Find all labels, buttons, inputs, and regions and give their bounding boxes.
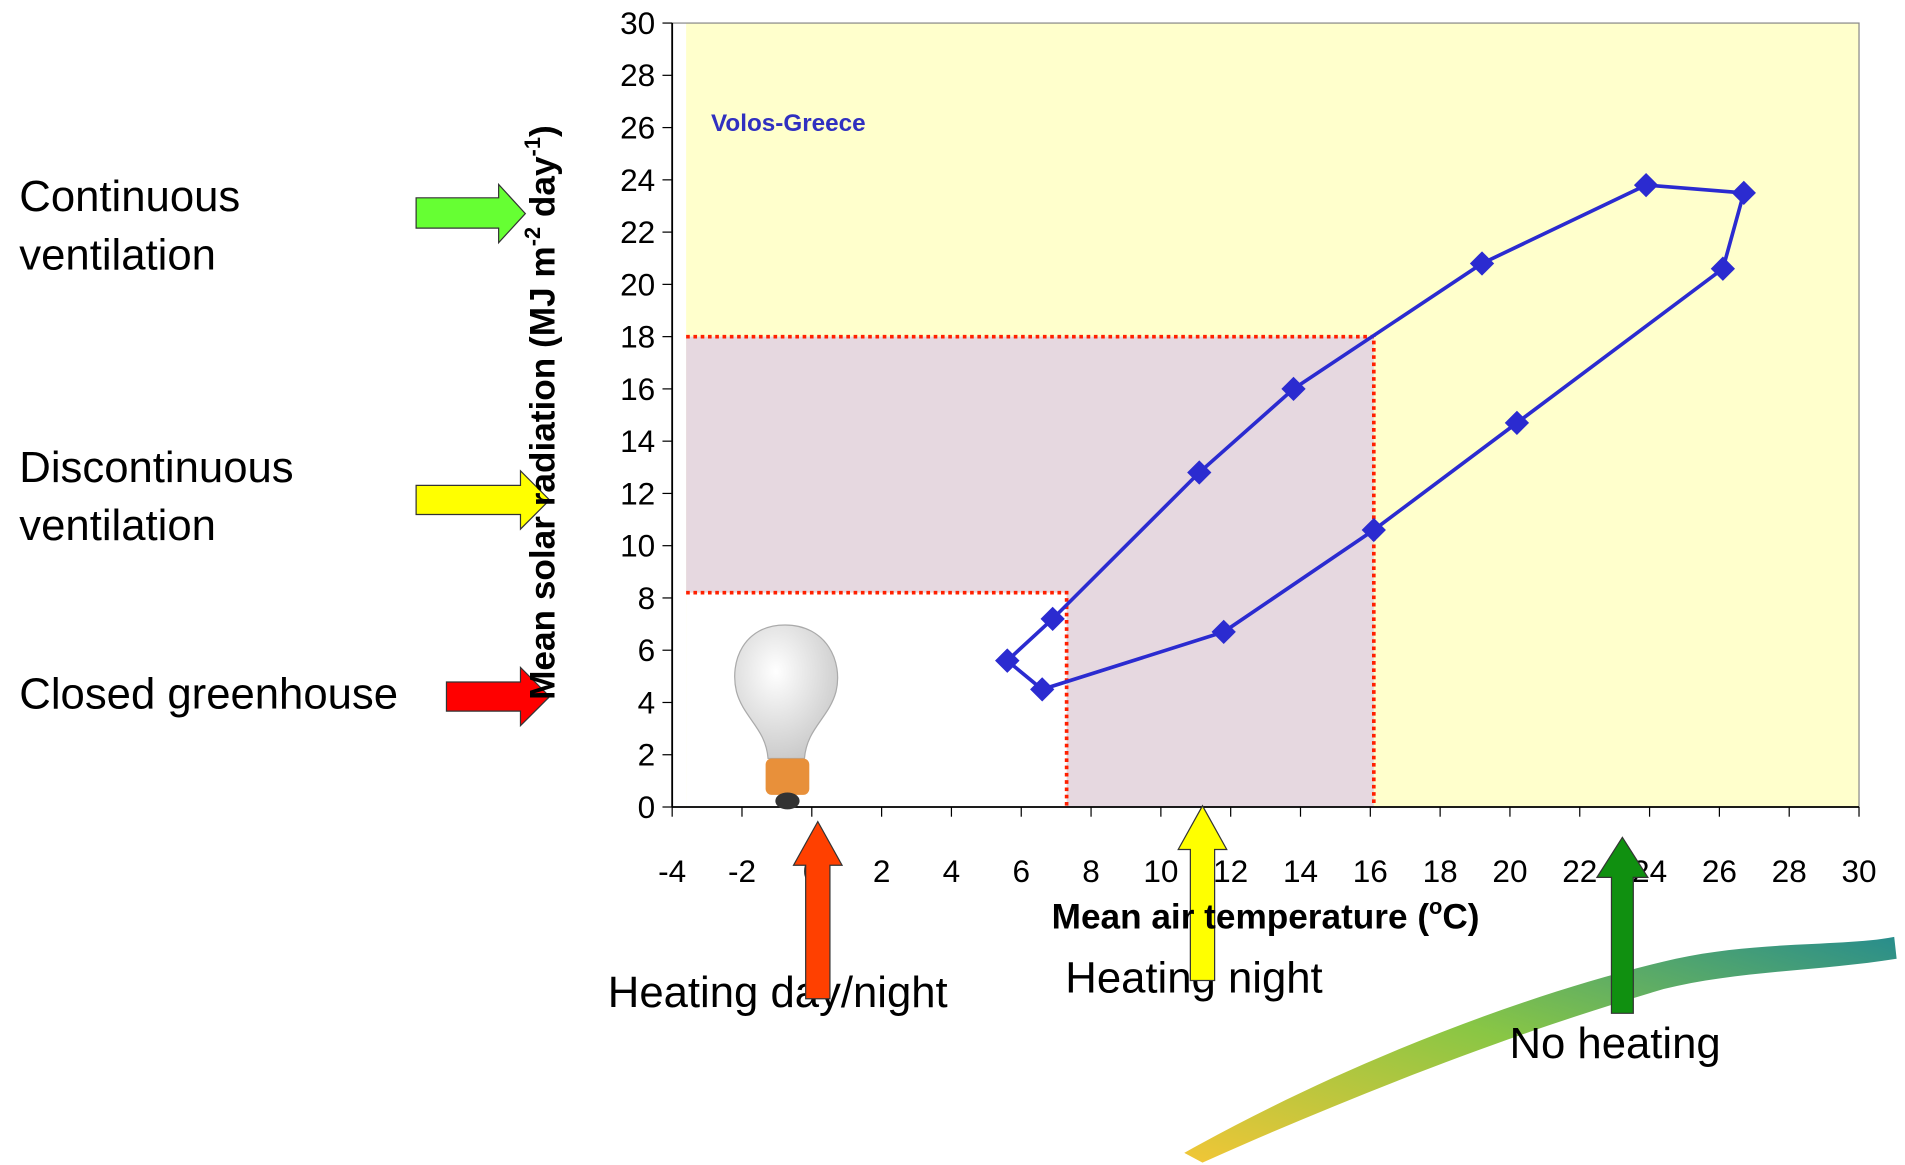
x-tick-label: 8 — [1082, 853, 1100, 889]
y-tick-label: 8 — [638, 580, 656, 616]
x-axis-label-part: C) — [1442, 897, 1479, 936]
heating-label: Heating day/night — [608, 968, 948, 1017]
x-tick-label: 30 — [1841, 853, 1876, 889]
y-axis-label-part: -2 — [520, 227, 545, 246]
x-tick-label: 26 — [1702, 853, 1737, 889]
y-tick-label: 20 — [620, 266, 655, 302]
chart: 024681012141618202224262830-4-2024681012… — [0, 0, 1905, 1165]
x-axis-label: Mean air temperature (oC) — [1052, 894, 1480, 937]
y-tick-label: 18 — [620, 319, 655, 355]
heating-label: No heating — [1509, 1019, 1720, 1068]
x-tick-label: 2 — [873, 853, 891, 889]
x-tick-label: 10 — [1143, 853, 1178, 889]
y-tick-label: 6 — [638, 632, 656, 668]
ventilation-label: Continuous — [19, 172, 240, 221]
y-tick-label: 0 — [638, 789, 656, 825]
y-tick-label: 16 — [620, 371, 655, 407]
x-tick-label: 16 — [1353, 853, 1388, 889]
x-tick-label: 4 — [943, 853, 961, 889]
y-tick-label: 24 — [620, 162, 655, 198]
ventilation-label: Discontinuous — [19, 443, 293, 492]
arrow — [416, 184, 525, 242]
annotation: Volos-Greece — [711, 110, 866, 137]
x-tick-label: 12 — [1213, 853, 1248, 889]
x-tick-label: 22 — [1562, 853, 1597, 889]
x-tick-label: 20 — [1492, 853, 1527, 889]
x-tick-label: 6 — [1012, 853, 1030, 889]
x-axis-label-part: Mean air temperature ( — [1052, 897, 1430, 936]
x-tick-label: 14 — [1283, 853, 1318, 889]
y-tick-label: 22 — [620, 214, 655, 250]
y-axis-label: Mean solar radiation (MJ m-2 day-1) — [520, 125, 563, 700]
y-tick-label: 4 — [638, 684, 656, 720]
x-tick-label: 28 — [1772, 853, 1807, 889]
x-tick-label: -4 — [658, 853, 686, 889]
x-axis-label-part: o — [1429, 894, 1442, 919]
ventilation-label: ventilation — [19, 501, 216, 550]
y-tick-label: 30 — [620, 5, 655, 41]
y-tick-label: 28 — [620, 57, 655, 93]
x-tick-label: 18 — [1423, 853, 1458, 889]
y-tick-label: 2 — [638, 737, 656, 773]
y-axis-label-part: Mean solar radiation (MJ m — [523, 246, 562, 700]
y-tick-label: 10 — [620, 528, 655, 564]
y-tick-label: 26 — [620, 110, 655, 146]
y-tick-label: 12 — [620, 475, 655, 511]
y-axis-label-part: ) — [523, 125, 562, 137]
x-tick-label: -2 — [728, 853, 756, 889]
y-axis-label-part: day — [523, 156, 562, 227]
ventilation-label: Closed greenhouse — [19, 670, 398, 719]
y-axis-label-part: -1 — [520, 137, 545, 156]
y-tick-label: 14 — [620, 423, 655, 459]
ventilation-label: ventilation — [19, 230, 216, 279]
